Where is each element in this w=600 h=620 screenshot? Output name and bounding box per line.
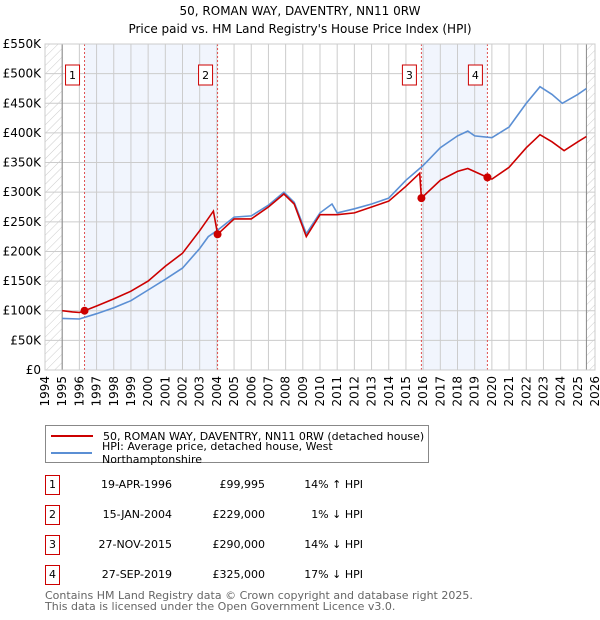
x-tick-label: 2000 (141, 376, 155, 407)
x-tick-label: 2017 (433, 376, 447, 407)
x-tick-label: 2013 (365, 376, 379, 407)
y-tick-label: £400K (3, 126, 43, 140)
x-tick-label: 2018 (451, 376, 465, 407)
marker-label: 4 (472, 69, 479, 82)
transaction-number: 1 (45, 475, 60, 495)
sale-point (80, 306, 89, 315)
property-price-line (62, 133, 587, 314)
no-data-region-left (45, 44, 63, 370)
x-tick-label: 2004 (210, 376, 224, 407)
no-data-region-right (586, 44, 595, 370)
x-tick-label: 2014 (382, 376, 396, 407)
x-tick-label: 1994 (38, 376, 52, 407)
chart-title: 50, ROMAN WAY, DAVENTRY, NN11 0RW (180, 4, 421, 18)
x-tick-label: 1997 (90, 376, 104, 407)
legend-swatch-red (51, 435, 93, 437)
x-tick-label: 2002 (176, 376, 190, 407)
x-tick-label: 1998 (107, 376, 121, 407)
transaction-row: 3 27-NOV-2015 £290,000 14% ↓ HPI (45, 535, 445, 555)
transaction-number: 3 (45, 535, 60, 555)
y-tick-label: £500K (3, 67, 43, 81)
x-tick-label: 2019 (468, 376, 482, 407)
x-tick-label: 2023 (536, 376, 550, 407)
transaction-row: 4 27-SEP-2019 £325,000 17% ↓ HPI (45, 565, 445, 585)
x-tick-label: 2007 (261, 376, 275, 407)
legend-item-hpi: HPI: Average price, detached house, West… (46, 440, 428, 466)
chart-subtitle: Price paid vs. HM Land Registry's House … (128, 22, 471, 36)
legend-label-property: 50, ROMAN WAY, DAVENTRY, NN11 0RW (detac… (103, 429, 425, 443)
y-tick-label: £450K (3, 96, 43, 110)
x-tick-label: 2009 (296, 376, 310, 407)
transaction-row: 2 15-JAN-2004 £229,000 1% ↓ HPI (45, 505, 445, 525)
legend-swatch-blue (51, 452, 92, 454)
x-tick-label: 2020 (485, 376, 499, 407)
marker-label-box (401, 64, 417, 86)
footer-copyright: Contains HM Land Registry data © Crown c… (45, 589, 473, 602)
transaction-date: 27-NOV-2015 (98, 538, 172, 551)
x-tick-label: 2021 (502, 376, 516, 407)
sale-point (483, 173, 492, 182)
transaction-price: £229,000 (212, 508, 266, 521)
footer-licence: This data is licensed under the Open Gov… (45, 600, 396, 613)
y-tick-label: £550K (3, 37, 43, 51)
y-tick-label: £150K (3, 274, 43, 288)
transaction-price: £290,000 (212, 538, 266, 551)
transaction-number: 4 (45, 565, 60, 585)
x-tick-label: 2010 (313, 376, 327, 407)
sale-point (213, 230, 222, 239)
x-tick-label: 2022 (519, 376, 533, 407)
y-tick-label: £350K (3, 156, 43, 170)
x-tick-label: 2024 (554, 376, 568, 407)
hpi-line (62, 85, 587, 320)
transaction-date: 15-JAN-2004 (102, 508, 172, 521)
x-tick-label: 1996 (72, 376, 86, 407)
x-tick-label: 2016 (416, 376, 430, 407)
legend-item-property: 50, ROMAN WAY, DAVENTRY, NN11 0RW (detac… (46, 428, 424, 444)
x-tick-label: 2025 (571, 376, 585, 407)
x-tick-label: 2015 (399, 376, 413, 407)
transaction-date: 27-SEP-2019 (101, 568, 172, 581)
legend-label-hpi: HPI: Average price, detached house, West… (101, 440, 333, 466)
y-tick-label: £50K (10, 333, 42, 347)
transaction-hpi-diff: 14% ↑ HPI (304, 478, 363, 491)
x-tick-label: 2011 (330, 376, 344, 407)
price-chart: 50, ROMAN WAY, DAVENTRY, NN11 0RW Price … (3, 4, 600, 407)
y-tick-label: £300K (3, 185, 43, 199)
marker-label: 2 (202, 69, 209, 82)
transaction-number: 2 (45, 505, 60, 525)
x-tick-label: 2012 (347, 376, 361, 407)
legend: 50, ROMAN WAY, DAVENTRY, NN11 0RW (detac… (45, 425, 429, 466)
x-tick-label: 2006 (244, 376, 258, 407)
transaction-price: £325,000 (212, 568, 266, 581)
x-tick-label: 1995 (55, 376, 69, 407)
ownership-period-shade (84, 44, 218, 370)
transaction-hpi-diff: 1% ↓ HPI (311, 508, 363, 521)
marker-label-box (467, 64, 483, 86)
x-tick-label: 2008 (279, 376, 293, 407)
x-tick-label: 2026 (588, 376, 600, 407)
y-tick-label: £0 (26, 363, 41, 377)
y-tick-label: £100K (3, 304, 43, 318)
ownership-period-shade (421, 44, 488, 370)
y-tick-label: £200K (3, 244, 43, 258)
x-tick-label: 2001 (158, 376, 172, 407)
marker-label-box (198, 64, 214, 86)
transaction-price: £99,995 (219, 478, 266, 491)
marker-label: 3 (406, 69, 413, 82)
x-tick-label: 2003 (193, 376, 207, 407)
y-tick-label: £250K (3, 215, 43, 229)
transaction-hpi-diff: 17% ↓ HPI (304, 568, 363, 581)
plot-border (44, 43, 596, 371)
transaction-date: 19-APR-1996 (100, 478, 172, 491)
transaction-hpi-diff: 14% ↓ HPI (304, 538, 363, 551)
x-tick-label: 2005 (227, 376, 241, 407)
marker-label-box (65, 64, 81, 86)
sale-point (417, 194, 426, 203)
x-tick-label: 1999 (124, 376, 138, 407)
transaction-row: 1 19-APR-1996 £99,995 14% ↑ HPI (45, 475, 445, 495)
marker-label: 1 (69, 69, 76, 82)
